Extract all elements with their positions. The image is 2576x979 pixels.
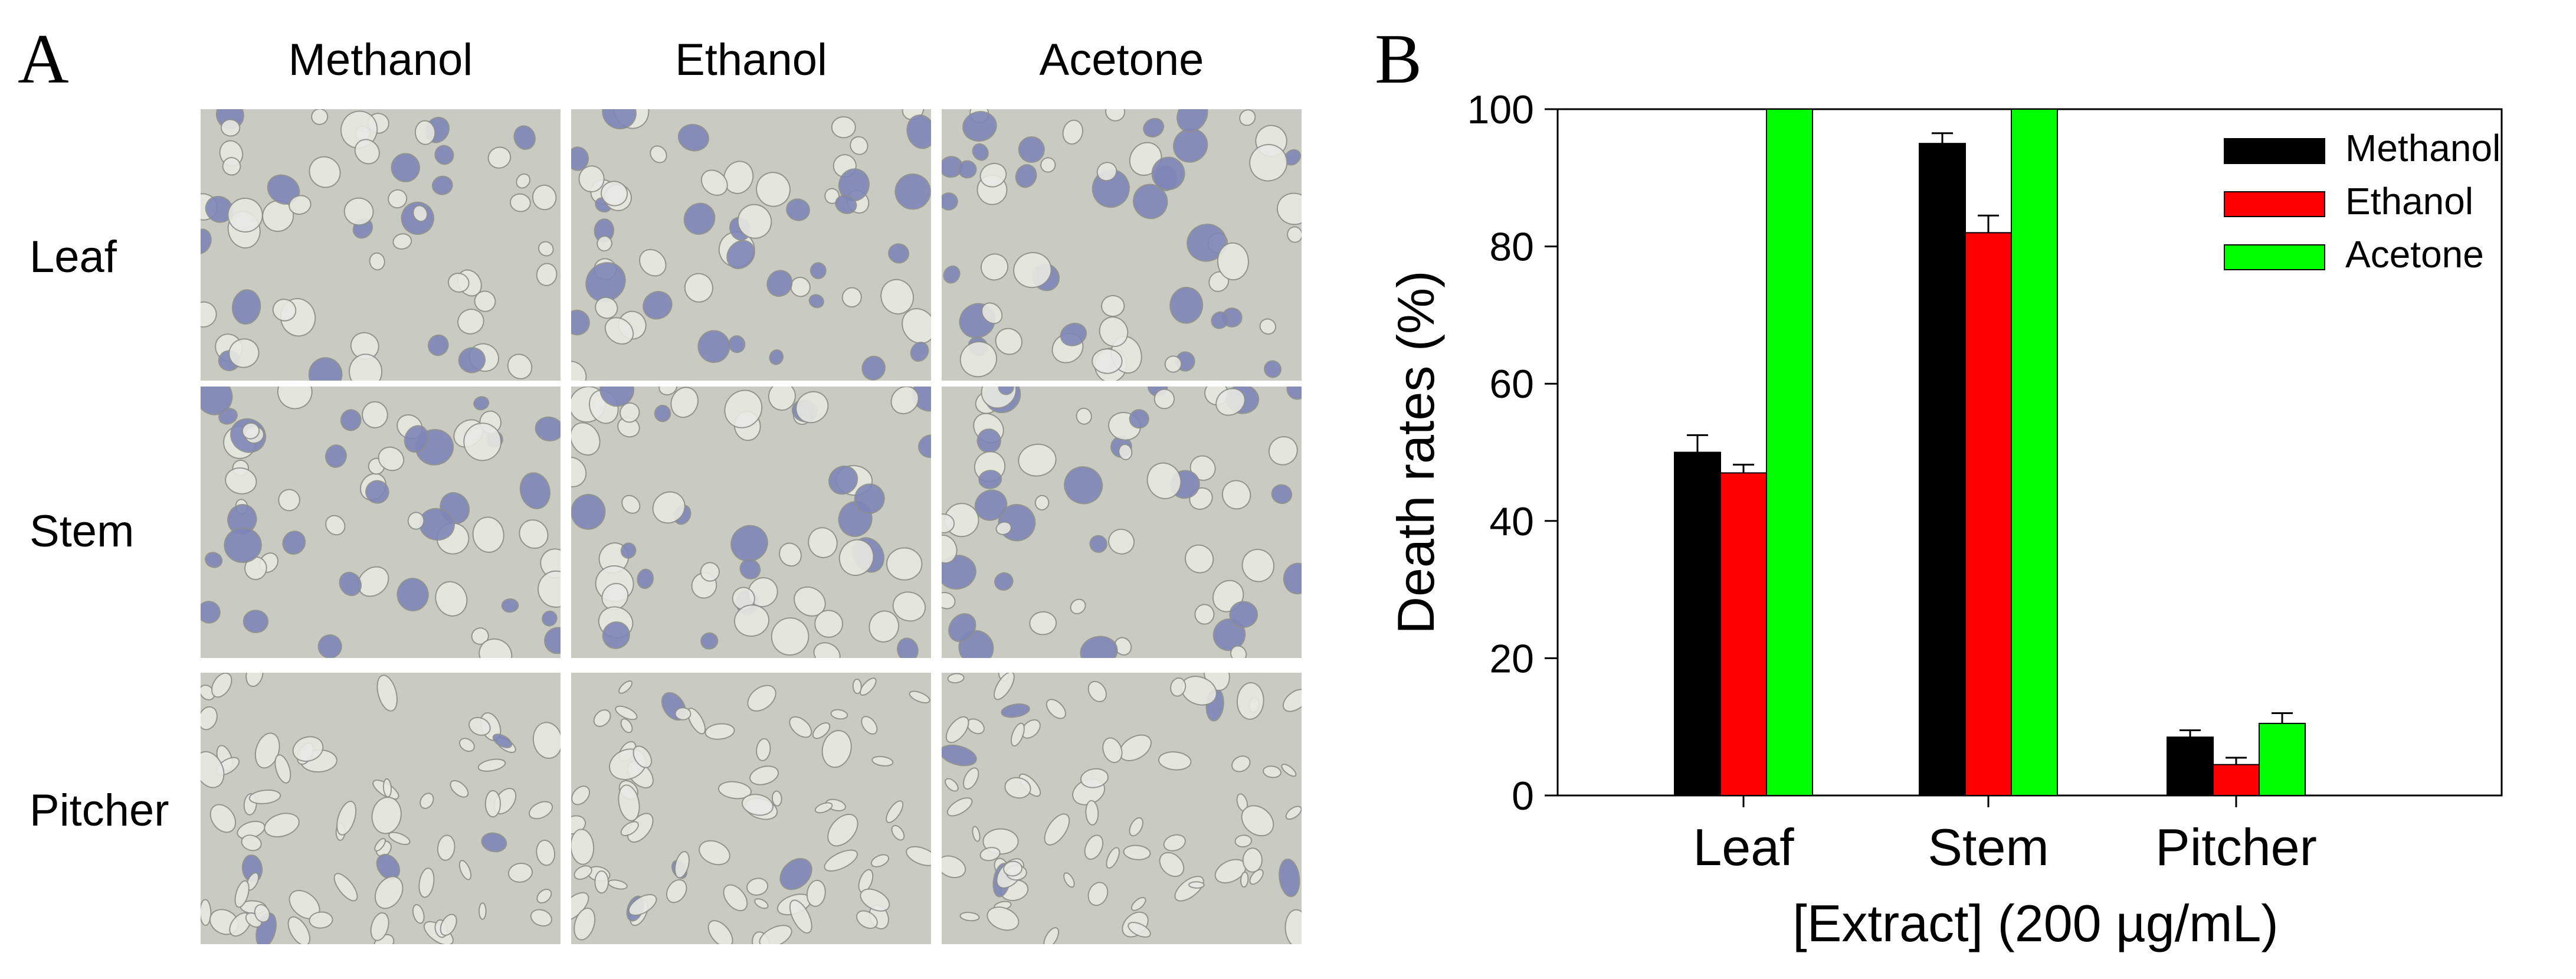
panel-a-letter: A [18, 19, 69, 98]
legend-swatch-acetone [2224, 244, 2325, 270]
micrograph-stem-ethanol [571, 387, 931, 658]
bar-pitcher-acetone [2259, 722, 2306, 797]
legend-label-ethanol: Ethanol [2345, 180, 2473, 222]
column-label-methanol: Methanol [288, 35, 473, 85]
y-tick-label: 80 [1489, 225, 1534, 270]
y-tick-label: 0 [1512, 774, 1534, 818]
y-tick-label: 100 [1467, 87, 1534, 132]
bar-stem-methanol [1919, 143, 1966, 796]
bar-pitcher-ethanol [2213, 764, 2260, 797]
micrograph-leaf-acetone [942, 109, 1302, 381]
row-label-leaf: Leaf [30, 232, 117, 282]
bar-leaf-ethanol [1720, 472, 1767, 796]
row-label-pitcher: Pitcher [30, 785, 169, 836]
y-tick-label: 60 [1489, 362, 1534, 407]
plot-frame [1556, 108, 2503, 797]
y-tick-label: 40 [1489, 499, 1534, 544]
micrograph-stem-acetone [942, 387, 1302, 658]
x-tick-label-pitcher: Pitcher [2155, 818, 2317, 876]
micrograph-stem-methanol [201, 387, 561, 658]
bar-leaf-acetone [1766, 109, 1813, 796]
y-axis-label: Death rates (%) [1387, 270, 1445, 634]
bar-leaf-methanol [1674, 451, 1721, 796]
bar-pitcher-methanol [2167, 736, 2214, 797]
legend-swatch-methanol [2224, 138, 2325, 164]
bar-stem-acetone [2011, 109, 2058, 796]
micrograph-pitcher-ethanol [571, 673, 931, 944]
column-label-acetone: Acetone [1039, 35, 1204, 85]
micrograph-pitcher-methanol [201, 673, 561, 944]
panel-b-letter: B [1375, 19, 1423, 98]
micrograph-pitcher-acetone [942, 673, 1302, 944]
row-label-stem: Stem [30, 506, 135, 556]
legend-swatch-ethanol [2224, 191, 2325, 217]
bar-stem-ethanol [1965, 232, 2012, 796]
x-axis-label: [Extract] (200 µg/mL) [1792, 894, 2278, 952]
micrograph-leaf-methanol [201, 109, 561, 381]
y-tick-label: 20 [1489, 636, 1534, 681]
legend-label-methanol: Methanol [2345, 127, 2500, 169]
micrograph-leaf-ethanol [571, 109, 931, 381]
x-tick-label-leaf: Leaf [1693, 818, 1794, 876]
legend-label-acetone: Acetone [2345, 233, 2484, 276]
x-tick-label-stem: Stem [1928, 818, 2049, 876]
column-label-ethanol: Ethanol [675, 35, 827, 85]
